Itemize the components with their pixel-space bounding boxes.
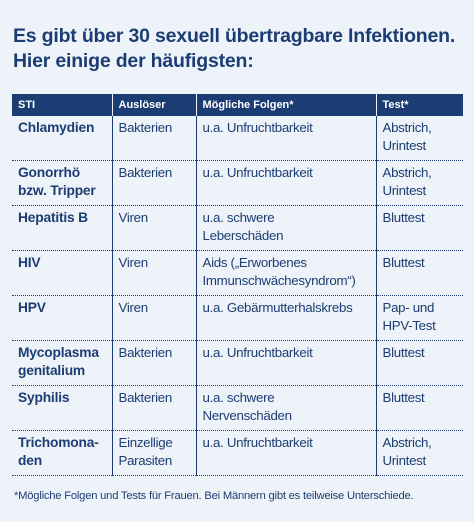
table-row: Hepatitis B Viren u.a. schwere Leberschäden… — [12, 205, 463, 251]
cell-line: Immunschwächesyndrom“) — [202, 273, 356, 288]
table-cell: Trichomona-den — [12, 430, 112, 476]
cell-line: Abstrich, — [382, 165, 432, 180]
cell-line: Trichomona- — [18, 435, 99, 450]
cell-line: Aids („Erworbenes — [202, 255, 308, 270]
table-cell: u.a. schwere Nervenschäden — [195, 385, 376, 431]
table-cell: u.a. Unfruchtbarkeit — [195, 430, 376, 476]
table-cell: Abstrich, Urintest — [375, 116, 463, 161]
cell-line: HIV — [18, 255, 41, 270]
cell-line: u.a. Gebärmutterhalskrebs — [202, 300, 353, 315]
table-cell: HIV — [12, 250, 112, 296]
table-cell: Viren — [111, 250, 196, 296]
cell-line: u.a. schwere — [202, 390, 275, 405]
table-cell: Abstrich, Urintest — [375, 430, 463, 476]
column-header: STI — [12, 94, 112, 116]
cell-line: Abstrich, — [382, 120, 432, 135]
table-row: Chlamydien Bakterien u.a. Unfruchtbarkeit A… — [12, 116, 463, 161]
table-cell: Bluttest — [375, 205, 463, 251]
cell-line: u.a. schwere — [202, 210, 275, 225]
table-row: Syphilis Bakterien u.a. schwere Nervenschäd… — [12, 385, 463, 431]
cell-line: Einzellige — [118, 435, 173, 450]
table-cell: Viren — [111, 205, 196, 251]
cell-line: Urintest — [382, 183, 427, 198]
cell-line: Parasiten — [118, 453, 173, 468]
cell-line: u.a. Unfruchtbarkeit — [202, 165, 313, 180]
footnote: *Mögliche Folgen und Tests für Frauen. B… — [14, 490, 414, 502]
table-cell: u.a. Unfruchtbarkeit — [195, 160, 376, 206]
cell-line: Bakterien — [118, 120, 173, 135]
title-line: Hier einige der häufigsten: — [13, 50, 254, 72]
cell-line: HPV-Test — [382, 318, 436, 333]
table-cell: Syphilis — [12, 385, 112, 431]
cell-line: Viren — [118, 210, 149, 225]
table-cell: Hepatitis B — [12, 205, 112, 251]
table-cell: Mycoplasma genitalium — [12, 340, 112, 386]
table-cell: u.a. Unfruchtbarkeit — [195, 116, 376, 161]
title: Es gibt über 30 sexuell übertragbare Inf… — [13, 24, 455, 74]
cell-line: Pap- und — [382, 300, 435, 315]
table-row: HPV Viren u.a. Gebärmutterhalskrebs Pap- un… — [12, 295, 463, 341]
header-row: STI Auslöser Mögliche Folgen* Test* — [12, 94, 463, 116]
cell-line: Bakterien — [118, 390, 173, 405]
cell-line: u.a. Unfruchtbarkeit — [202, 435, 313, 450]
table-cell: Abstrich, Urintest — [375, 160, 463, 206]
sti-table: STI Auslöser Mögliche Folgen* Test* Chlamyd… — [12, 94, 463, 476]
table-cell: Pap- und HPV-Test — [375, 295, 463, 341]
cell-line: Bluttest — [382, 210, 425, 225]
table-cell: Bakterien — [111, 160, 196, 206]
cell-line: Hepatitis B — [18, 210, 88, 225]
cell-line: Urintest — [382, 453, 427, 468]
table-cell: Chlamydien — [12, 116, 112, 161]
cell-line: bzw. Tripper — [18, 183, 96, 198]
column-header: Mögliche Folgen* — [195, 94, 376, 116]
cell-line: Viren — [118, 255, 149, 270]
table-cell: Bluttest — [375, 250, 463, 296]
cell-line: Bakterien — [118, 345, 173, 360]
cell-line: Viren — [118, 300, 149, 315]
cell-line: Nervenschäden — [202, 408, 293, 423]
column-header: Test* — [375, 94, 463, 116]
cell-line: HPV — [18, 300, 46, 315]
table-cell: Viren — [111, 295, 196, 341]
cell-line: Abstrich, — [382, 435, 432, 450]
cell-line: Bluttest — [382, 390, 425, 405]
column-header: Auslöser — [111, 94, 196, 116]
cell-line: Bluttest — [382, 345, 425, 360]
cell-line: u.a. Unfruchtbarkeit — [202, 120, 313, 135]
table-row: Mycoplasma genitalium Bakterien u.a. Unfruc… — [12, 340, 463, 386]
table-cell: u.a. Gebärmutterhalskrebs — [195, 295, 376, 341]
table-row: Gonorrhö bzw. Tripper Bakterien u.a. Unfruc… — [12, 160, 463, 206]
table-cell: Gonorrhö bzw. Tripper — [12, 160, 112, 206]
table-cell: Bluttest — [375, 340, 463, 386]
table-body: Chlamydien Bakterien u.a. Unfruchtbarkeit A… — [12, 116, 463, 476]
table-cell: Aids („Erworbenes Immunschwächesyndrom“) — [195, 250, 376, 296]
table-cell: HPV — [12, 295, 112, 341]
cell-line: Syphilis — [18, 390, 70, 405]
cell-line: u.a. Unfruchtbarkeit — [202, 345, 313, 360]
cell-line: Urintest — [382, 138, 427, 153]
table-cell: u.a. schwere Leberschäden — [195, 205, 376, 251]
cell-line: den — [18, 453, 42, 468]
cell-line: Gonorrhö — [18, 165, 81, 180]
title-line: Es gibt über 30 sexuell übertragbare Inf… — [13, 25, 456, 47]
cell-line: genitalium — [18, 363, 85, 378]
table-cell: u.a. Unfruchtbarkeit — [195, 340, 376, 386]
table-cell: Einzellige Parasiten — [111, 430, 196, 476]
cell-line: Bluttest — [382, 255, 425, 270]
table-cell: Bakterien — [111, 340, 196, 386]
table-row: Trichomona-den Einzellige Parasiten u.a. Un… — [12, 430, 463, 476]
table-cell: Bakterien — [111, 116, 196, 161]
table-row: HIV Viren Aids („Erworbenes Immunschwächesy… — [12, 250, 463, 296]
table-cell: Bakterien — [111, 385, 196, 431]
cell-line: Bakterien — [118, 165, 173, 180]
table-cell: Bluttest — [375, 385, 463, 431]
cell-line: Chlamydien — [18, 120, 95, 135]
cell-line: Leberschäden — [202, 228, 284, 243]
cell-line: Mycoplasma — [18, 345, 99, 360]
